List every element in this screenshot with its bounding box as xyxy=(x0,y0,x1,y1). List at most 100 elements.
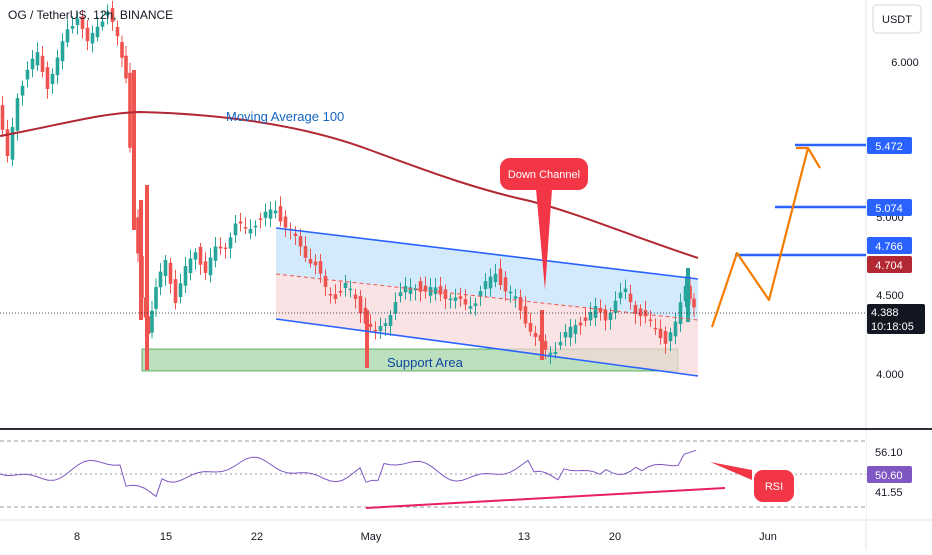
rsi-current-text: 50.60 xyxy=(875,470,903,482)
candle-body xyxy=(203,261,208,273)
candle-body xyxy=(223,247,228,250)
target-badge-3-text: 5.472 xyxy=(875,141,903,153)
candle-body xyxy=(673,321,678,337)
candle-body xyxy=(55,57,60,76)
candle-body xyxy=(20,85,25,96)
candle-body xyxy=(40,55,45,72)
candle-body xyxy=(25,69,30,80)
candlestick-series xyxy=(0,0,696,370)
rsi-level-41: 41.55 xyxy=(875,487,903,499)
candle-body xyxy=(70,26,75,29)
candle-body xyxy=(253,225,258,228)
candle-body xyxy=(343,282,348,289)
candle-body xyxy=(198,246,203,265)
candle-body xyxy=(488,276,493,289)
last-price-badge: 4.388 10:18:05 xyxy=(867,304,925,334)
candle-body xyxy=(453,297,458,301)
rsi-callout[interactable] xyxy=(754,470,794,502)
candle-body xyxy=(263,211,268,218)
candle-body xyxy=(658,328,663,339)
candle-body xyxy=(233,223,238,236)
candle-body xyxy=(136,217,140,254)
candle-body xyxy=(588,312,593,321)
candle-body xyxy=(15,98,20,131)
candle-body xyxy=(638,308,643,317)
symbol-title: OG / TetherUS, 12h, BINANCE xyxy=(8,8,173,22)
candle-body xyxy=(278,206,283,222)
candle-body xyxy=(608,312,613,320)
price-tick-4000: 4.000 xyxy=(876,369,904,381)
candle-body xyxy=(168,262,173,284)
candle-body xyxy=(458,296,463,299)
candle-body xyxy=(508,291,513,294)
rsi-line[interactable] xyxy=(0,449,697,498)
candle-body xyxy=(318,261,323,274)
candle-body xyxy=(338,291,343,293)
channel-lower-line[interactable] xyxy=(275,318,699,377)
down-channel-callout[interactable]: Down Channel xyxy=(500,158,588,290)
candle-body xyxy=(433,287,438,295)
candle-body xyxy=(132,70,136,230)
candle-body xyxy=(120,42,124,58)
target-badge-2: 5.074 xyxy=(867,199,912,216)
candle-body xyxy=(128,72,132,148)
candle-body xyxy=(408,287,413,294)
candle-body xyxy=(623,288,628,293)
time-tick-15: 15 xyxy=(160,531,172,543)
candle-body xyxy=(328,293,333,296)
time-axis[interactable]: 8 15 22 May 13 20 Jun xyxy=(74,531,777,543)
candle-body xyxy=(173,279,178,304)
time-tick-20: 20 xyxy=(609,531,621,543)
candle-body xyxy=(518,296,523,311)
candle-body xyxy=(105,11,110,16)
candle-body xyxy=(163,259,168,276)
candle-body xyxy=(124,55,128,79)
projection-path[interactable] xyxy=(710,147,810,328)
candle-body xyxy=(373,329,378,332)
candle-body xyxy=(578,322,583,326)
candle-body xyxy=(378,325,383,332)
rsi-trendline[interactable] xyxy=(365,487,726,509)
candle-body xyxy=(243,227,248,229)
candle-body xyxy=(398,292,403,297)
candle-body xyxy=(613,300,618,313)
candle-body xyxy=(648,319,653,321)
candle-body xyxy=(583,317,588,321)
candle-body xyxy=(528,323,533,332)
last-price-text: 4.388 xyxy=(871,307,899,319)
candle-body xyxy=(100,21,105,27)
projection-arrowhead xyxy=(796,146,821,169)
moving-average-100-line[interactable] xyxy=(0,110,699,259)
price-axis[interactable] xyxy=(866,0,932,550)
candle-body xyxy=(533,332,538,337)
candle-body xyxy=(368,323,373,327)
time-tick-22: 22 xyxy=(251,531,263,543)
candle-body xyxy=(663,331,668,344)
candle-body xyxy=(568,326,573,338)
pane-divider[interactable] xyxy=(0,428,932,430)
candle-body xyxy=(348,288,353,291)
candle-body xyxy=(548,352,553,355)
candle-body xyxy=(668,332,673,342)
candle-body xyxy=(493,273,498,283)
candle-body xyxy=(618,292,623,299)
candle-body xyxy=(403,286,408,293)
candle-body xyxy=(35,52,40,66)
candle-body xyxy=(258,218,263,220)
candle-body xyxy=(80,16,85,29)
candle-body xyxy=(513,296,518,299)
candle-body xyxy=(683,285,688,302)
candle-body xyxy=(653,327,658,330)
candle-body xyxy=(75,18,80,25)
channel-upper-line[interactable] xyxy=(275,227,699,280)
candle-body xyxy=(563,331,568,338)
countdown-text: 10:18:05 xyxy=(871,321,914,333)
candle-body xyxy=(60,41,65,62)
target-badge-1: 4.766 xyxy=(867,237,912,254)
candle-body xyxy=(313,261,318,266)
currency-button[interactable]: USDT xyxy=(872,4,922,34)
channel-mid-line[interactable] xyxy=(275,273,699,321)
rsi-pane[interactable]: RSI xyxy=(0,430,866,520)
